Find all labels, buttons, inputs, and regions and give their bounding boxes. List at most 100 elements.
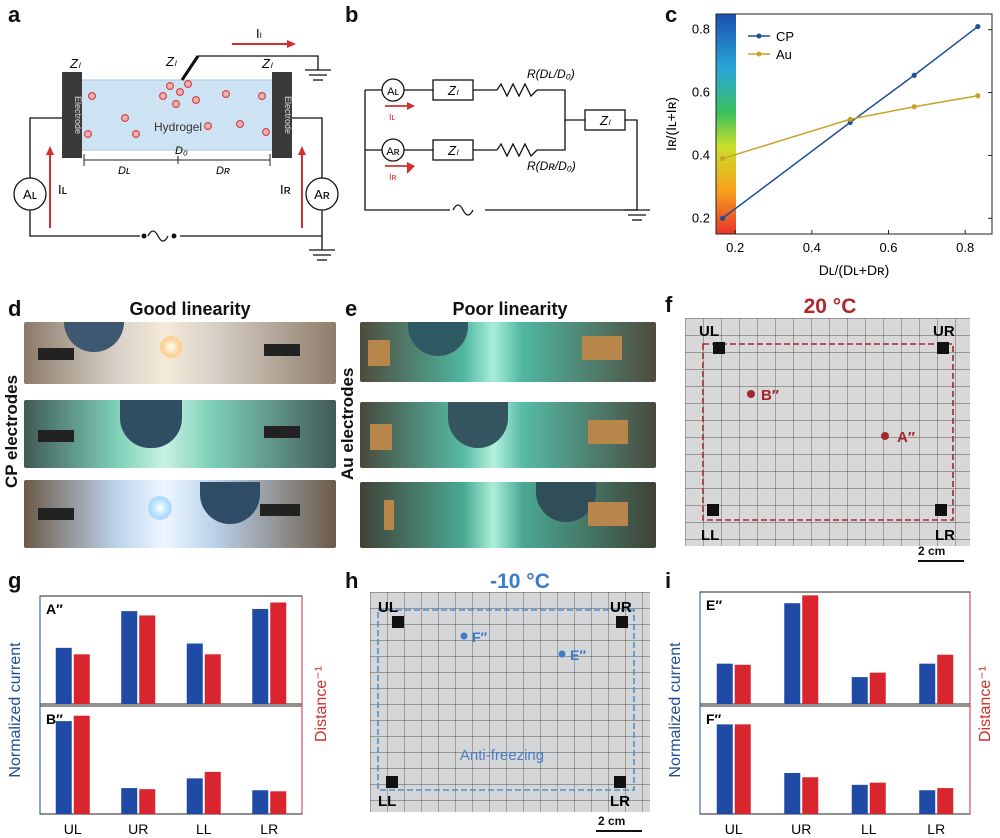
color-strip bbox=[716, 14, 736, 234]
x-tick-label-3: 0.8 bbox=[956, 240, 974, 255]
h-lr: LR bbox=[610, 793, 630, 810]
z-box-bottom bbox=[432, 139, 474, 161]
panel-h-grid-photo: UL UR LL LR F″ E″ Anti-freezing bbox=[370, 592, 650, 812]
bottom-distance-bar-LL bbox=[204, 771, 221, 814]
panel-f-grid-photo: UL UR LL LR B″ A″ bbox=[685, 318, 970, 546]
current-top-label: Iₗ bbox=[256, 26, 262, 41]
top-distance-bar-LL bbox=[869, 672, 886, 704]
panel-label-c: c bbox=[665, 2, 678, 27]
top-current-bar-LR bbox=[919, 663, 936, 704]
bottom-distance-bar-LR bbox=[270, 791, 287, 814]
bottom-distance-bar-UL bbox=[73, 715, 90, 814]
scale-f-label: 2 cm bbox=[918, 544, 946, 558]
resistor-top bbox=[496, 82, 538, 98]
i-left-label: Iʟ bbox=[58, 182, 67, 197]
z-bottom-label: Zₗ bbox=[447, 143, 459, 158]
top-current-bar-UL bbox=[716, 663, 733, 704]
bottom-current-bar-UR bbox=[121, 788, 138, 814]
c-xlabel: Dʟ/(Dʟ+Dʀ) bbox=[819, 262, 890, 278]
series-line-cp bbox=[722, 25, 979, 219]
legend: CP Au bbox=[748, 29, 794, 62]
h-ul: UL bbox=[378, 599, 398, 616]
h-ll: LL bbox=[378, 793, 396, 810]
panel-label-a: a bbox=[8, 2, 21, 27]
i-ylabel-left: Normalized current bbox=[667, 642, 684, 778]
scale-bar-h bbox=[596, 830, 642, 832]
dl-label: Dʟ bbox=[118, 165, 131, 177]
panel-label-h: h bbox=[345, 568, 359, 593]
sensing-area-outline bbox=[702, 343, 954, 521]
anti-freezing-label: Anti-freezing bbox=[460, 747, 544, 764]
right-electrode bbox=[272, 72, 292, 158]
panel-label-i: i bbox=[665, 568, 672, 593]
point-b: B″ bbox=[761, 387, 779, 404]
left-electrode bbox=[62, 72, 82, 158]
g-top-label: A″ bbox=[46, 601, 63, 617]
ammeter-top bbox=[381, 78, 405, 102]
ground-bottom bbox=[309, 249, 335, 261]
cp-strip-photo-3 bbox=[24, 480, 336, 548]
i-right-label: Iʀ bbox=[280, 182, 291, 197]
f-ul: UL bbox=[699, 323, 719, 340]
i-top-label: E″ bbox=[706, 597, 722, 613]
i-bottom-label: F″ bbox=[706, 711, 722, 727]
bottom-current-bar-UL bbox=[716, 724, 733, 814]
f-lr: LR bbox=[935, 527, 955, 544]
x-tick-label-0: 0.2 bbox=[726, 240, 744, 255]
bottom-current-bar-LR bbox=[252, 790, 269, 814]
point-cp-2 bbox=[911, 72, 917, 78]
bottom-distance-bar-UR bbox=[802, 777, 819, 814]
category-label-LR: LR bbox=[260, 821, 278, 837]
f-ll: LL bbox=[701, 527, 719, 544]
category-label-UR: UR bbox=[791, 821, 811, 837]
au-strip-photo-3 bbox=[360, 482, 656, 548]
top-current-bar-LR bbox=[252, 608, 269, 704]
x-tick-label-2: 0.6 bbox=[879, 240, 897, 255]
series-line-au bbox=[722, 94, 978, 160]
z-left-label: Zₗ bbox=[69, 56, 81, 71]
point-f: F″ bbox=[472, 629, 488, 645]
category-label-LL: LL bbox=[861, 821, 877, 837]
panel-h-temperature: -10 °C bbox=[490, 570, 550, 593]
x-tick-label-1: 0.4 bbox=[803, 240, 821, 255]
category-label-LR: LR bbox=[927, 821, 945, 837]
c-ylabel: Iʀ/(Iʟ+Iʀ) bbox=[663, 97, 679, 151]
ground-top bbox=[305, 69, 331, 81]
legend-cp: CP bbox=[776, 29, 794, 44]
bottom-distance-bar-LL bbox=[869, 782, 886, 814]
y-tick-label-1: 0.4 bbox=[692, 147, 710, 162]
panel-i-bars: UL UR LL LR E″ F″ Normalized current Distan… bbox=[667, 591, 994, 837]
ammeter-right bbox=[305, 177, 339, 211]
ammeter-left bbox=[13, 177, 47, 211]
ac-source bbox=[147, 230, 169, 242]
au-strip-photo-2 bbox=[360, 402, 656, 468]
panel-label-g: g bbox=[8, 568, 22, 593]
i-top-label: Iʟ bbox=[389, 112, 396, 122]
point-au-3 bbox=[975, 93, 981, 99]
top-distance-bar-UR bbox=[802, 595, 819, 704]
point-cp-0 bbox=[719, 215, 726, 221]
z-box-top bbox=[432, 79, 474, 101]
point-au-0 bbox=[719, 155, 726, 162]
bottom-current-bar-LR bbox=[919, 790, 936, 814]
ammeter-bottom bbox=[381, 138, 405, 162]
right-electrode-label: Electrode bbox=[283, 96, 293, 134]
cp-strip-photo-2 bbox=[24, 400, 336, 468]
y-tick-label-0: 0.2 bbox=[692, 210, 710, 225]
z-right-label: Zₗ bbox=[261, 56, 273, 71]
dr-label: Dʀ bbox=[216, 165, 230, 177]
i-ylabel-right: Distance⁻¹ bbox=[977, 666, 994, 742]
h-sensing-area-outline bbox=[377, 609, 635, 791]
category-label-UL: UL bbox=[64, 821, 82, 837]
hydrogel-label: Hydrogel bbox=[154, 120, 202, 134]
ammeter-right-label: Aʀ bbox=[314, 187, 330, 202]
panel-d-title: Good linearity bbox=[129, 299, 251, 319]
panel-f-temperature: 20 °C bbox=[803, 295, 857, 318]
plot-frame bbox=[715, 13, 993, 235]
legend-au: Au bbox=[776, 47, 792, 62]
panel-a-schematic: Electrode Electrode Hydrogel Zₗ Zₗ Zₗ Iₗ… bbox=[13, 26, 339, 261]
g-bottom-label: B″ bbox=[46, 711, 63, 727]
bottom-current-bar-UL bbox=[55, 721, 72, 814]
panel-label-e: e bbox=[345, 296, 358, 321]
category-label-LL: LL bbox=[196, 821, 212, 837]
